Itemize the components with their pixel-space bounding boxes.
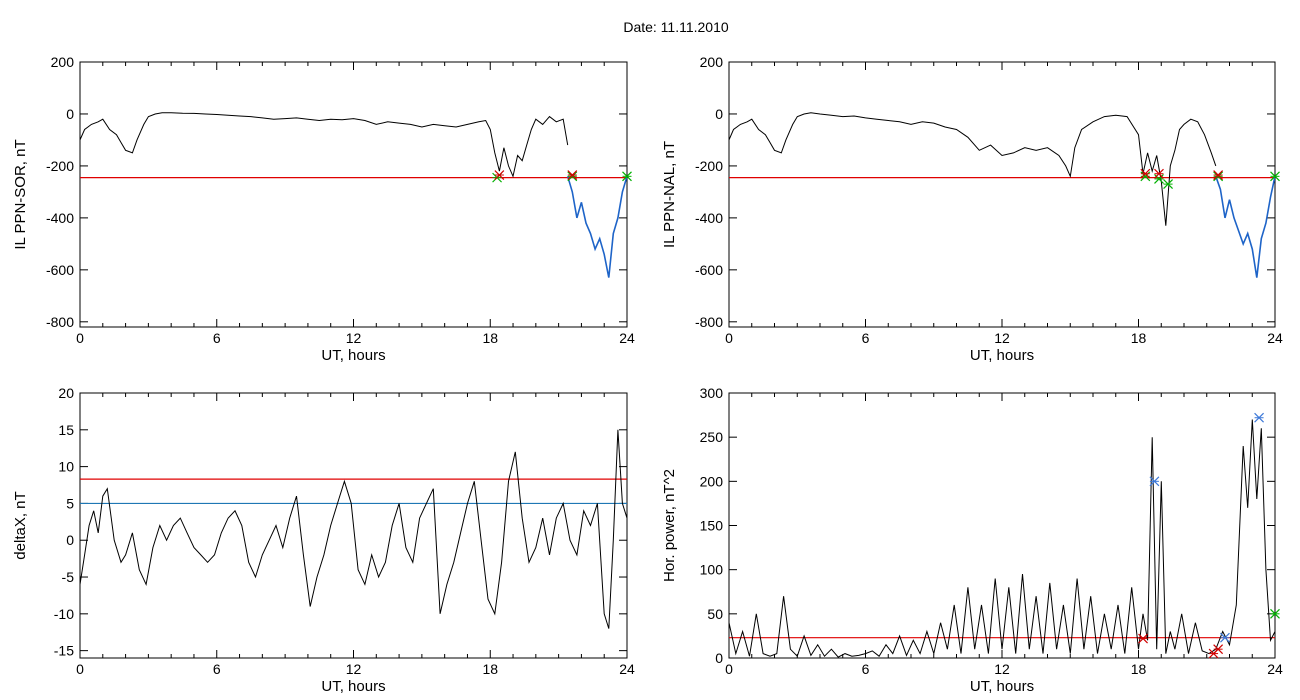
plot-frame	[728, 392, 1276, 659]
x-tick-label: 18	[482, 330, 498, 346]
y-tick-label: 250	[700, 429, 724, 445]
series-line-1	[566, 176, 627, 278]
x-tick-label: 0	[76, 661, 84, 677]
series-line-0	[80, 429, 627, 629]
y-tick-label: -5	[62, 569, 75, 585]
marker-6	[1270, 608, 1280, 619]
y-tick-label: -200	[46, 158, 74, 174]
x-tick-label: 6	[862, 661, 870, 677]
x-tick-label: 12	[994, 661, 1010, 677]
plot-area	[80, 112, 627, 278]
y-axis-label: deltaX, nT	[12, 491, 29, 559]
x-tick-label: 0	[725, 330, 733, 346]
y-tick-label: 0	[715, 650, 723, 666]
series-line-0	[80, 112, 569, 178]
x-tick-label: 18	[1131, 661, 1147, 677]
marker-2	[1154, 173, 1164, 184]
x-tick-label: 6	[213, 661, 221, 677]
y-tick-label: 0	[66, 532, 74, 548]
y-axis-label: IL PPN-NAL, nT	[661, 141, 678, 248]
y-tick-label: 200	[51, 54, 75, 70]
marker-6	[1213, 170, 1224, 180]
y-tick-label: -400	[695, 210, 723, 226]
y-tick-label: 200	[700, 473, 724, 489]
x-tick-label: 24	[619, 661, 635, 677]
y-tick-label: 20	[58, 385, 74, 401]
marker-7	[1270, 171, 1280, 182]
series-line-0	[729, 419, 1275, 658]
x-tick-label: 24	[1267, 330, 1283, 346]
chart-panel-ppn_nal: 0 6 12 18 24 -800 -600 -400 -200 0 200 UT, hours IL …	[661, 54, 1283, 364]
marker-5	[1213, 171, 1224, 182]
x-tick-label: 0	[725, 661, 733, 677]
y-axis-label: IL PPN-SOR, nT	[12, 139, 29, 249]
figure-title: Date: 11.11.2010	[623, 19, 729, 35]
x-tick-label: 24	[1267, 661, 1283, 677]
y-tick-label: 0	[715, 106, 723, 122]
y-tick-label: -600	[695, 262, 723, 278]
y-tick-label: -200	[695, 158, 723, 174]
y-tick-label: 50	[707, 606, 723, 622]
y-tick-label: -400	[46, 210, 74, 226]
x-axis-label: UT, hours	[321, 678, 385, 695]
x-tick-label: 12	[346, 330, 362, 346]
plot-area	[80, 429, 627, 629]
y-axis-label: Hor. power, nT^2	[661, 469, 678, 582]
plot-frame	[79, 61, 628, 328]
x-tick-label: 12	[346, 661, 362, 677]
y-tick-label: -800	[46, 314, 74, 330]
marker-4	[622, 171, 632, 182]
y-tick-label: -15	[54, 643, 74, 659]
marker-2	[567, 171, 578, 182]
plot-area	[729, 112, 1275, 278]
plot-frame	[728, 61, 1276, 328]
x-tick-label: 18	[482, 661, 498, 677]
y-tick-label: 300	[700, 385, 724, 401]
x-tick-label: 6	[862, 330, 870, 346]
y-tick-label: -800	[695, 314, 723, 330]
y-tick-label: 15	[58, 422, 74, 438]
y-tick-label: 0	[66, 106, 74, 122]
series-line-1	[1215, 176, 1275, 278]
series-line-0	[729, 112, 1217, 226]
x-tick-label: 12	[994, 330, 1010, 346]
marker-4	[1220, 632, 1230, 643]
y-tick-label: 10	[58, 459, 74, 475]
x-tick-label: 24	[619, 330, 635, 346]
x-tick-label: 18	[1131, 330, 1147, 346]
y-tick-label: 5	[66, 495, 74, 511]
marker-3	[1154, 168, 1164, 179]
x-axis-label: UT, hours	[970, 678, 1034, 695]
y-tick-label: -10	[54, 606, 74, 622]
marker-5	[1254, 412, 1264, 423]
y-tick-label: -600	[46, 262, 74, 278]
chart-panel-ppn_sor: 0 6 12 18 24 -800 -600 -400 -200 0 200 UT, hours IL …	[12, 54, 635, 364]
marker-1	[1149, 476, 1160, 487]
marker-1	[494, 170, 505, 180]
x-tick-label: 0	[76, 330, 84, 346]
chart-panel-hor_power: 0 6 12 18 24 0 50 100 150 200 250 300 UT, hours Hor. …	[661, 385, 1283, 695]
marker-3	[567, 170, 578, 180]
marker-3	[1213, 644, 1224, 655]
plot-area	[729, 419, 1275, 658]
y-tick-label: 200	[700, 54, 724, 70]
marker-1	[1140, 168, 1151, 179]
x-axis-label: UT, hours	[321, 347, 385, 364]
marker-4	[1163, 179, 1173, 190]
y-tick-label: 150	[700, 518, 724, 534]
y-tick-label: 100	[700, 562, 724, 578]
x-tick-label: 6	[213, 330, 221, 346]
marker-0	[1138, 633, 1148, 644]
x-axis-label: UT, hours	[970, 347, 1034, 364]
chart-panel-deltax: 0 6 12 18 24 -15 -10 -5 0 5 10 15 20 UT, hours deltaX,…	[12, 385, 635, 695]
